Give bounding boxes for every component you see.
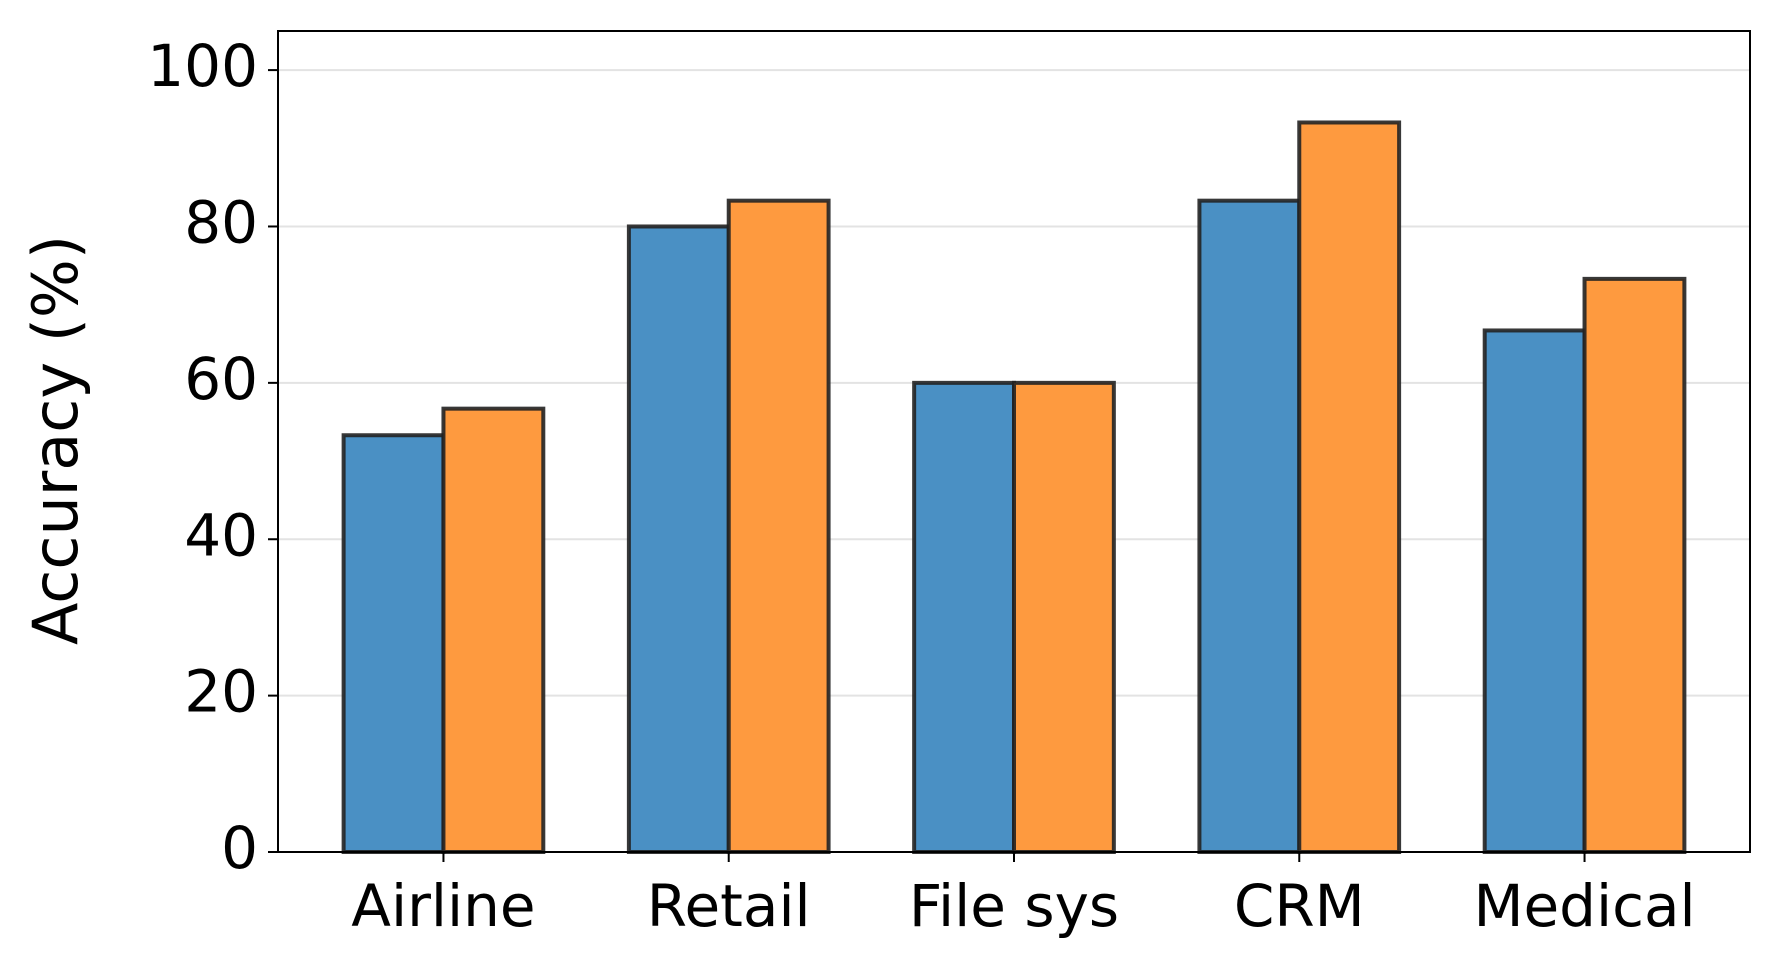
bar [1012,380,1116,854]
bar [626,224,731,854]
bar [341,433,446,854]
y-tick-label: 20 [184,658,258,726]
x-tick-label: File sys [909,872,1119,940]
x-tick-label: Medical [1473,872,1695,940]
y-axis-label: Accuracy (%) [19,235,92,645]
x-tick-label: Retail [647,872,811,940]
y-tick-label: 80 [184,189,258,257]
y-tick-label: 100 [147,32,258,100]
x-tick-label: CRM [1234,872,1365,940]
bar [1582,276,1687,854]
y-tick-label: 40 [184,501,258,569]
bar [1197,198,1302,854]
bar [441,406,546,854]
x-tick-label: Airline [351,872,535,940]
y-tick-label: 0 [221,814,258,882]
bar [726,198,831,854]
bar [1297,120,1402,855]
plot-frame [277,30,1751,853]
bar [912,380,1016,854]
y-tick-label: 60 [184,345,258,413]
bar [1482,328,1587,854]
